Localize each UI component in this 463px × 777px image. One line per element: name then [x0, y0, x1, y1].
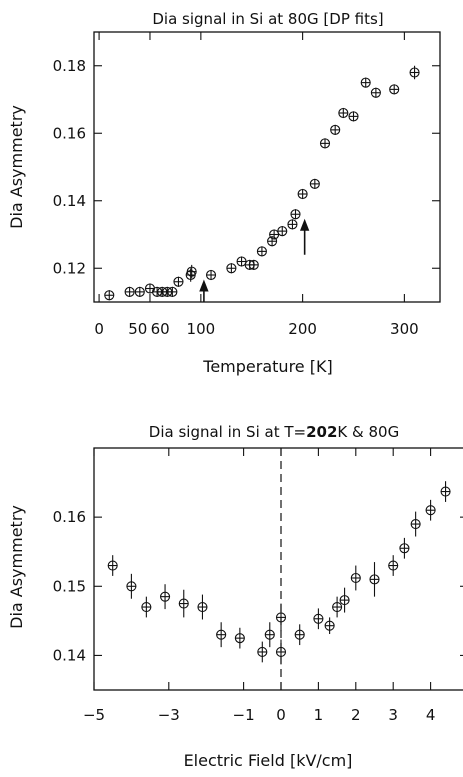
chart-bottom-data-point [264, 622, 275, 648]
chart-bottom-title-part-3: K & 80G [337, 423, 399, 441]
chart-bottom-xtick-label: 4 [426, 706, 436, 724]
chart-bottom-xlabel: Electric Field [kV/cm] [184, 751, 353, 770]
chart-bottom-xtick-label: −1 [233, 706, 255, 724]
chart-bottom-data-point [141, 596, 152, 618]
chart-top-data-point [409, 65, 420, 80]
chart-top-data-point [330, 124, 341, 135]
chart-bottom-ylabel: Dia Asymmetry [7, 505, 26, 629]
chart-top-ytick-label: 0.18 [53, 57, 86, 75]
chart-top-points [104, 65, 420, 301]
chart-top-arrow [299, 218, 310, 255]
chart-top-data-point [389, 84, 400, 95]
chart-bottom-tick-labels: 0.140.150.16−5−3−1012345 [53, 508, 436, 724]
chart-top-data-point [104, 290, 115, 301]
chart-bottom-data-point [275, 603, 287, 632]
chart-bottom-data-point [440, 481, 451, 502]
chart-bottom-data-point [160, 584, 171, 610]
chart-top-arrow-head [199, 279, 209, 292]
chart-bottom-data-point [275, 639, 287, 665]
chart-bottom-xtick-label: 0 [276, 706, 286, 724]
chart-bottom-data-point [369, 562, 380, 597]
chart-top-data-point [348, 111, 359, 122]
chart-bottom-data-point [257, 641, 268, 663]
chart-bottom-data-point [178, 589, 189, 618]
chart-bottom-data-point [234, 627, 245, 649]
chart-bottom-data-point [350, 565, 361, 591]
chart-top-data-point [360, 77, 371, 88]
chart-top-xtick-label: 200 [288, 320, 317, 338]
chart-bottom-xtick-label: 3 [388, 706, 398, 724]
chart-top-data-point [277, 226, 288, 237]
chart-bottom-ytick-label: 0.15 [53, 577, 86, 595]
chart-bottom-data-point [107, 555, 118, 576]
chart-bottom-frame [93, 447, 463, 691]
chart-top-data-point [319, 138, 331, 149]
chart-top-data-point [173, 276, 184, 287]
chart-top-xlabel: Temperature [K] [202, 357, 332, 376]
chart-top-data-point [309, 178, 320, 189]
chart-bottom-title-part-2: 202 [306, 423, 337, 441]
chart-top-xtick-label: 50 [128, 320, 147, 338]
chart-bottom-xtick-label: −5 [83, 706, 105, 724]
chart-bottom-data-point [332, 596, 343, 618]
chart-top-data-point [186, 264, 197, 279]
chart-bottom: Dia signal in Si at T=202K & 80G 0.14 0.1… [7, 423, 463, 770]
chart-top-data-point [370, 87, 381, 98]
chart-bottom-data-point [126, 573, 137, 599]
chart-top-data-point [267, 236, 278, 247]
chart-top: Dia signal in Si at 80G [DP fits] 0.120.… [7, 10, 441, 376]
chart-top-data-point [205, 269, 217, 281]
chart-top-arrows [199, 218, 310, 302]
chart-bottom-data-point [216, 622, 227, 648]
chart-bottom-points [107, 481, 451, 665]
chart-bottom-data-point [410, 511, 421, 537]
chart-bottom-data-point [197, 594, 208, 620]
chart-bottom-ticks [93, 448, 463, 690]
chart-bottom-data-point [294, 624, 305, 646]
chart-bottom-data-point [324, 617, 335, 634]
chart-top-ylabel: Dia Asymmetry [7, 105, 26, 229]
chart-top-data-point [134, 286, 145, 297]
chart-top-data-point [124, 286, 135, 297]
chart-top-data-point [287, 219, 298, 230]
chart-bottom-xtick-label: −3 [158, 706, 180, 724]
chart-top-arrow-head [299, 218, 310, 231]
chart-bottom-data-point [425, 499, 436, 521]
chart-bottom-xtick-label: 1 [314, 706, 324, 724]
chart-top-ytick-label: 0.12 [53, 259, 86, 277]
chart-top-xtick-label: 60 [151, 320, 170, 338]
chart-top-arrow [199, 279, 209, 302]
chart-bottom-ytick-label: 0.14 [53, 646, 86, 664]
chart-bottom-title: Dia signal in Si at T=202K & 80G [149, 423, 399, 441]
chart-top-tick-labels: 0.12 0.14 0.16 0.18 0 50 60 100 200 300 [53, 57, 419, 338]
chart-top-data-point [297, 188, 308, 200]
chart-top-xtick-label: 100 [187, 320, 216, 338]
chart-bottom-title-part-1: Dia signal in Si at T= [149, 423, 306, 441]
chart-top-data-point [248, 259, 259, 270]
chart-top-title: Dia signal in Si at 80G [DP fits] [152, 10, 383, 28]
chart-top-ytick-label: 0.16 [53, 124, 86, 142]
chart-top-data-point [226, 263, 237, 274]
chart-top-xtick-label: 0 [94, 320, 104, 338]
chart-bottom-data-point [313, 608, 324, 630]
chart-bottom-ytick-label: 0.16 [53, 508, 86, 526]
chart-top-ytick-label: 0.14 [53, 192, 86, 210]
chart-top-frame [93, 31, 441, 303]
chart-top-ticks [94, 32, 440, 302]
chart-bottom-data-point [388, 555, 399, 576]
chart-top-xtick-label: 300 [390, 320, 419, 338]
chart-bottom-data-point [339, 587, 350, 613]
chart-top-data-point [256, 246, 267, 257]
chart-bottom-data-point [399, 537, 410, 559]
chart-top-data-point [167, 286, 178, 297]
chart-top-data-point [290, 209, 301, 220]
chart-bottom-xtick-label: 2 [351, 706, 361, 724]
chart-top-data-point [338, 107, 349, 119]
